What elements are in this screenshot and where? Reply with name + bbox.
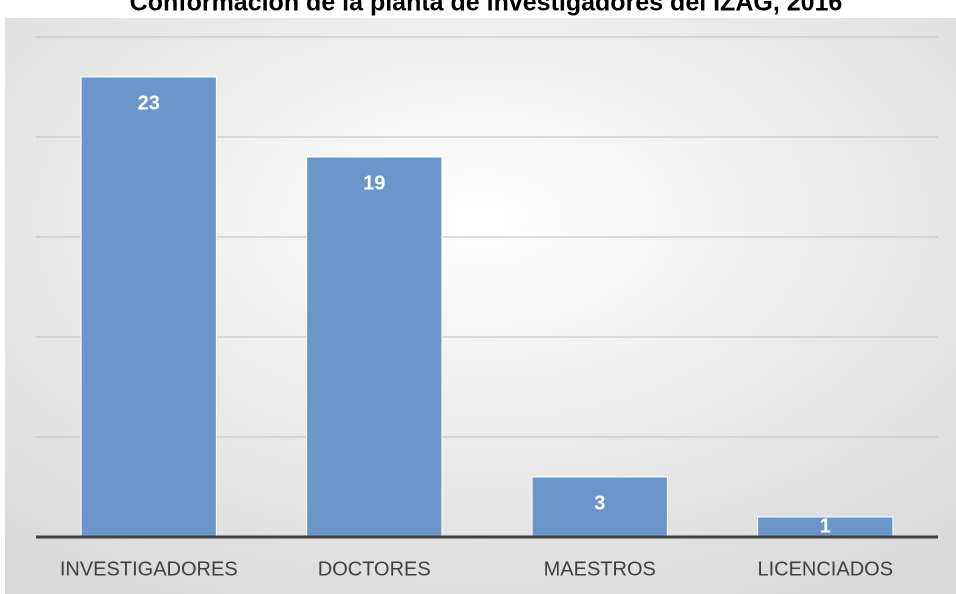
x-tick-label: MAESTROS <box>544 558 656 580</box>
x-tick-label: LICENCIADOS <box>757 558 893 580</box>
data-label: 1 <box>820 515 831 537</box>
bar <box>306 156 443 538</box>
bar <box>80 76 217 538</box>
data-label: 23 <box>138 92 160 114</box>
x-tick-label: DOCTORES <box>318 558 431 580</box>
x-tick-label: INVESTIGADORES <box>60 558 238 580</box>
data-label: 19 <box>363 172 385 194</box>
chart-title: Conformación de la planta de investigado… <box>130 0 843 17</box>
data-label: 3 <box>594 492 605 514</box>
bar <box>531 476 668 538</box>
